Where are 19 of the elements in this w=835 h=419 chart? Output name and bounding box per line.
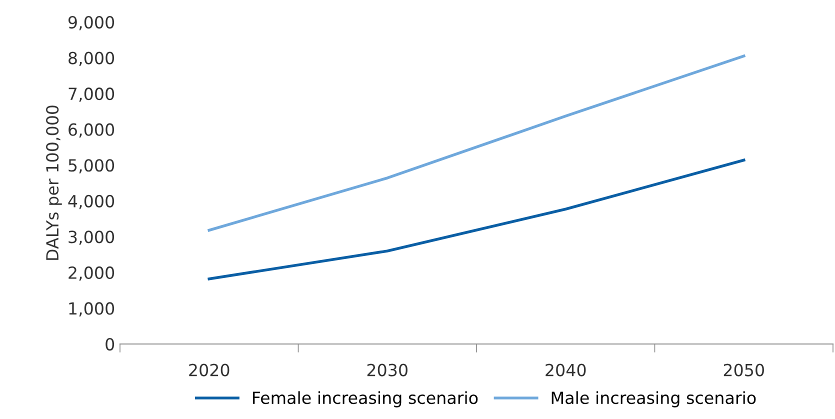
y-tick-label: 0 [106,338,114,351]
y-tick-label: 4,000 [68,194,114,210]
y-tick-label: 9,000 [68,16,114,30]
y-tick-label: 8,000 [68,52,114,66]
y-tick-label: 5,000 [68,159,114,174]
y-tick-label: 2,000 [68,266,114,281]
x-tick-label: 2020 [189,364,230,376]
legend-label: Female increasing scenario [253,391,478,408]
y-tick-label: 3,000 [68,230,114,245]
x-tick-label: 2040 [546,364,586,376]
y-tick-label: 7,000 [68,88,114,102]
y-axis-title: DALYs per 100,000 [46,106,62,260]
line-series [208,54,746,232]
legend-label: Male increasing scenario [552,391,756,408]
y-tick-label: 1,000 [69,302,114,316]
line-series [208,158,746,280]
x-tick-label: 2050 [724,364,764,376]
y-tick-label: 6,000 [68,123,114,138]
x-tick-label: 2030 [367,364,408,376]
